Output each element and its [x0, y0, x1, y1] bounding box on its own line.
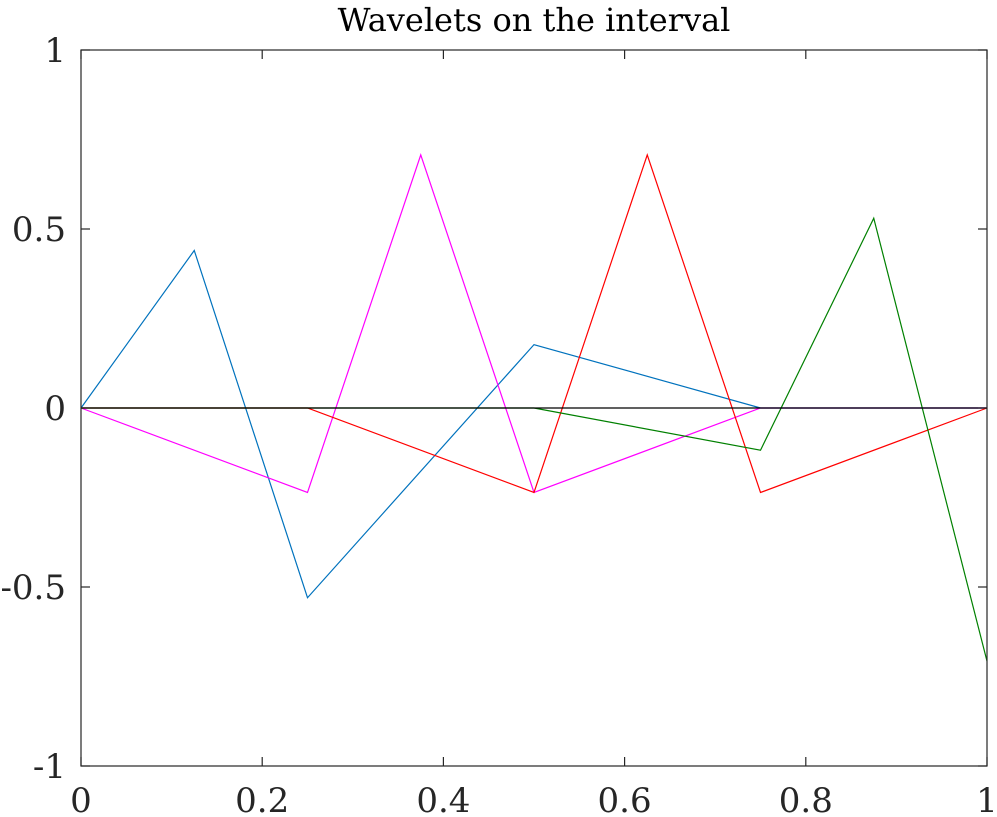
x-tick-label: 0.6	[598, 781, 652, 817]
series-layer	[80, 153, 988, 662]
series-line-wavelet-red	[81, 153, 988, 494]
y-tick-label: 1	[44, 31, 66, 71]
y-tick-label: 0	[44, 389, 66, 429]
chart-title: Wavelets on the interval	[338, 1, 731, 39]
x-tick-label: 1	[976, 781, 997, 817]
x-tick-label: 0	[70, 781, 92, 817]
x-tick-label: 0.8	[779, 781, 833, 817]
tick-layer	[80, 49, 988, 767]
series-line-wavelet-magenta	[80, 153, 987, 494]
x-tick-label: 0.2	[235, 781, 289, 817]
y-tick-label: 0.5	[12, 210, 66, 250]
x-tick-label: 0.4	[416, 781, 470, 817]
y-tick-label: -0.5	[0, 568, 66, 608]
series-line-wavelet-blue	[80, 249, 987, 599]
y-tick-label: -1	[33, 747, 66, 787]
series-line-wavelet-green	[81, 216, 988, 662]
tick-label-layer: 0 0.2 0.4 0.6 0.8 1 1 0.5 0 -0.5 -1	[0, 31, 997, 817]
